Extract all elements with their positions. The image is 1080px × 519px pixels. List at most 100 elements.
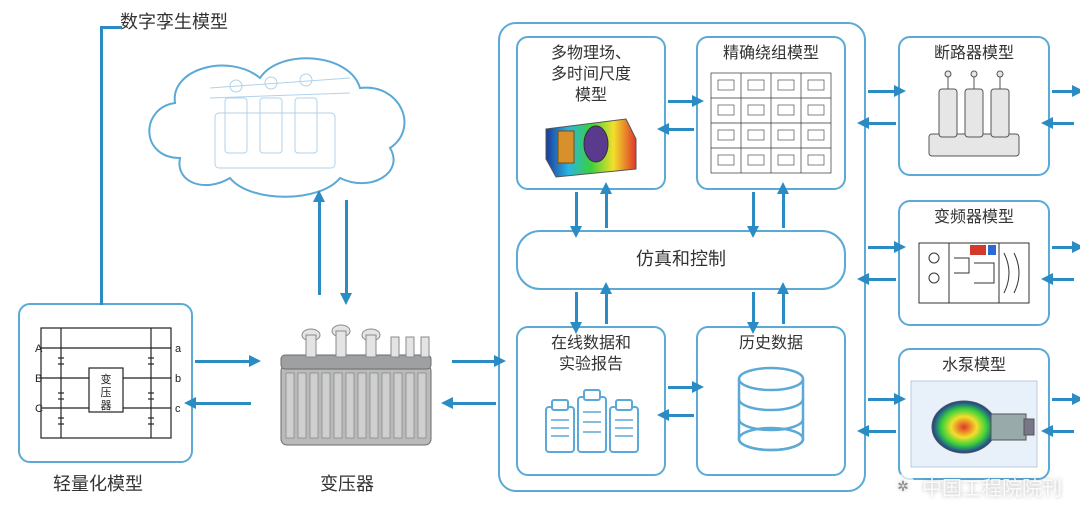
vfd-icon	[906, 229, 1042, 318]
pump-icon	[906, 377, 1042, 472]
arrow-head	[313, 190, 325, 202]
arrow	[1052, 278, 1074, 281]
arrow-head	[657, 123, 669, 135]
arrow	[195, 360, 251, 363]
svg-text:a: a	[175, 343, 181, 355]
arrow	[752, 292, 755, 324]
svg-text:B: B	[35, 373, 42, 385]
breaker-icon	[906, 65, 1042, 168]
arrow	[668, 414, 694, 417]
arrow-head	[857, 425, 869, 437]
arrow-head	[570, 226, 582, 238]
arrow	[1052, 122, 1074, 125]
arrow	[668, 386, 694, 389]
arrow-head	[894, 241, 906, 253]
history-label: 历史数据	[739, 334, 803, 355]
arrow	[1052, 246, 1074, 249]
arrow	[1052, 90, 1074, 93]
svg-text:c: c	[175, 403, 181, 415]
arrow	[452, 402, 496, 405]
arrow-head	[570, 322, 582, 334]
arrow	[668, 100, 694, 103]
node-online: 在线数据和 实验报告	[516, 326, 666, 476]
node-pump: 水泵模型	[898, 348, 1050, 480]
arrow	[605, 292, 608, 324]
arrow	[605, 192, 608, 228]
lightweight-circuit-icon: 变 压 器 A B C a b c	[26, 311, 185, 455]
arrow	[1052, 430, 1074, 433]
arrow-head	[894, 85, 906, 97]
arrow-head	[1072, 393, 1080, 405]
winding-label: 精确绕组模型	[723, 44, 819, 65]
cloud-icon	[120, 28, 420, 208]
lightweight-label: 轻量化模型	[53, 470, 143, 496]
node-transformer	[253, 292, 453, 462]
multiphys-label: 多物理场、 多时间尺度 模型	[551, 44, 631, 106]
arrow-head	[692, 381, 704, 393]
pump-label: 水泵模型	[942, 356, 1006, 377]
arrow-head	[692, 95, 704, 107]
arrow-head	[857, 273, 869, 285]
arrow	[668, 128, 694, 131]
arrow	[345, 200, 348, 295]
breaker-label: 断路器模型	[934, 44, 1014, 65]
arrow	[575, 192, 578, 228]
arrow	[195, 402, 251, 405]
arrow-head	[184, 397, 196, 409]
arrow-head	[600, 282, 612, 294]
node-multiphys: 多物理场、 多时间尺度 模型	[516, 36, 666, 190]
sim-label: 仿真和控制	[636, 248, 726, 271]
watermark: ✲ 中国工程院院刊	[890, 472, 1062, 501]
arrow-head	[747, 226, 759, 238]
arrow-head	[441, 397, 453, 409]
transformer-icon	[253, 292, 453, 462]
arrow	[452, 360, 496, 363]
arrow-head	[747, 322, 759, 334]
node-breaker: 断路器模型	[898, 36, 1050, 176]
arrow-head	[1072, 241, 1080, 253]
wechat-icon: ✲	[890, 474, 916, 500]
transformer-label: 变压器	[320, 470, 374, 496]
arrow	[782, 192, 785, 228]
arrow-head	[857, 117, 869, 129]
arrow-head	[894, 393, 906, 405]
vfd-label: 变频器模型	[934, 208, 1014, 229]
arrow-head	[340, 293, 352, 305]
arrow	[782, 292, 785, 324]
node-winding: 精确绕组模型	[696, 36, 846, 190]
svg-text:变: 变	[100, 372, 111, 386]
arrow-head	[1072, 85, 1080, 97]
arrow-head	[249, 355, 261, 367]
svg-text:b: b	[175, 373, 181, 385]
arrow	[318, 200, 321, 295]
arrow	[868, 398, 896, 401]
svg-text:C: C	[35, 403, 43, 415]
arrow	[868, 90, 896, 93]
arrow-head	[1041, 273, 1053, 285]
arrow-head	[1041, 117, 1053, 129]
arrow	[100, 28, 103, 305]
watermark-text: 中国工程院院刊	[922, 472, 1062, 501]
arrow	[752, 192, 755, 228]
database-icon	[704, 355, 838, 468]
winding-icon	[704, 65, 838, 182]
documents-icon	[524, 376, 658, 468]
arrow-head	[600, 182, 612, 194]
node-lightweight: 变 压 器 A B C a b c	[18, 303, 193, 463]
arrow	[868, 246, 896, 249]
arrow	[868, 278, 896, 281]
arrow	[868, 122, 896, 125]
arrow	[575, 292, 578, 324]
arrow-head	[777, 182, 789, 194]
svg-text:器: 器	[100, 399, 111, 412]
multiphys-icon	[524, 106, 658, 182]
arrow-head	[1041, 425, 1053, 437]
node-history: 历史数据	[696, 326, 846, 476]
node-sim: 仿真和控制	[516, 230, 846, 290]
arrow-head	[494, 355, 506, 367]
arrow-head	[657, 409, 669, 421]
arrow	[868, 430, 896, 433]
arrow-head	[777, 282, 789, 294]
arrow	[1052, 398, 1074, 401]
svg-text:A: A	[35, 343, 43, 355]
